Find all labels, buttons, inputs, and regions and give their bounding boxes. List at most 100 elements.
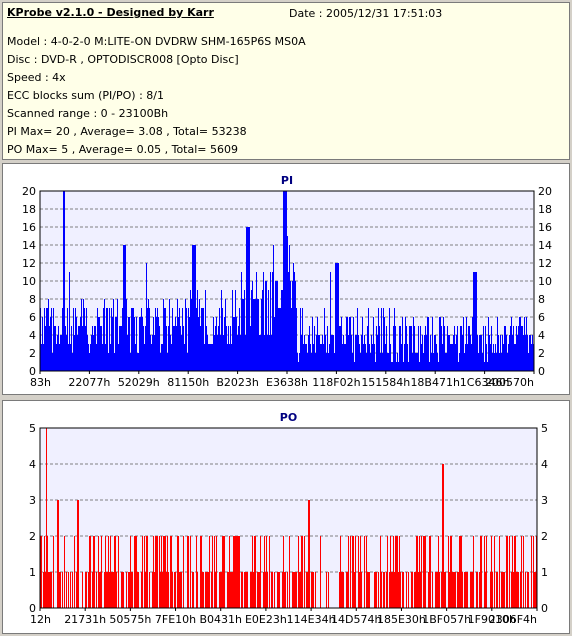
y-tick-label-left: 4 [29,458,36,471]
bar [372,344,373,371]
bar [46,308,47,371]
speed-line: Speed : 4x [7,71,66,84]
bar [208,572,209,608]
bar [492,572,493,608]
bar [443,464,444,608]
po-summary-line: PO Max= 5 , Average= 0.05 , Total= 5609 [7,143,238,156]
bar [159,326,160,371]
bar [232,572,233,608]
bar [48,299,49,371]
bar [400,572,401,608]
bar [102,344,103,371]
bar [192,572,193,608]
bar [313,344,314,371]
bar [532,335,533,371]
bar [234,317,235,371]
bar [427,317,428,371]
bar [415,353,416,371]
bar [442,464,443,608]
x-tick-label: 2306F4h [489,613,537,626]
bar [138,572,139,608]
bar [350,317,351,371]
bar [490,572,491,608]
bar [92,572,93,608]
bar [485,572,486,608]
bar [259,572,260,608]
bar [328,353,329,371]
bar [135,536,136,608]
bar [378,308,379,371]
bar [255,536,256,608]
bar [237,536,238,608]
bar [456,335,457,371]
bar [348,536,349,608]
y-tick-label-right: 2 [538,347,545,360]
bar [247,572,248,608]
bar [481,335,482,371]
bar [192,245,193,371]
y-tick-label-right: 4 [541,458,548,471]
bar [252,536,253,608]
bar [283,191,284,371]
bar [278,308,279,371]
bar [521,326,522,371]
bar [127,335,128,371]
bar [214,536,215,608]
bar [305,344,306,371]
bar [520,572,521,608]
bar [275,281,276,371]
bar [338,263,339,371]
bar [168,326,169,371]
x-tick-label: 50575h [109,613,151,626]
bar [411,326,412,371]
bar [142,317,143,371]
bar [428,572,429,608]
bar [399,326,400,371]
bar [522,326,523,371]
bar [277,572,278,608]
bar [391,572,392,608]
bar [134,317,135,371]
y-tick-label-right: 0 [538,365,545,378]
bar [282,572,283,608]
bar [239,308,240,371]
bar [419,536,420,608]
bar [451,344,452,371]
bar [448,536,449,608]
bar [419,362,420,371]
bar [429,362,430,371]
bar [99,317,100,371]
bar [170,335,171,371]
bar [190,536,191,608]
bar [190,290,191,371]
bar [323,344,324,371]
bar [491,536,492,608]
bar [293,263,294,371]
bar [512,335,513,371]
bar [48,572,49,608]
bar [434,335,435,371]
bar [126,299,127,371]
bar [90,536,91,608]
bar [531,536,532,608]
bar [392,572,393,608]
bar [119,326,120,371]
bar [114,536,115,608]
bar [115,536,116,608]
bar [318,335,319,371]
bar [407,344,408,371]
bar [88,572,89,608]
bar [150,335,151,371]
bar [423,353,424,371]
bar [342,572,343,608]
bar [353,317,354,371]
bar [437,353,438,371]
bar [442,344,443,371]
bar [414,572,415,608]
bar [215,572,216,608]
bar [503,344,504,371]
bar [200,536,201,608]
bar [167,536,168,608]
bar [188,536,189,608]
bar [207,572,208,608]
